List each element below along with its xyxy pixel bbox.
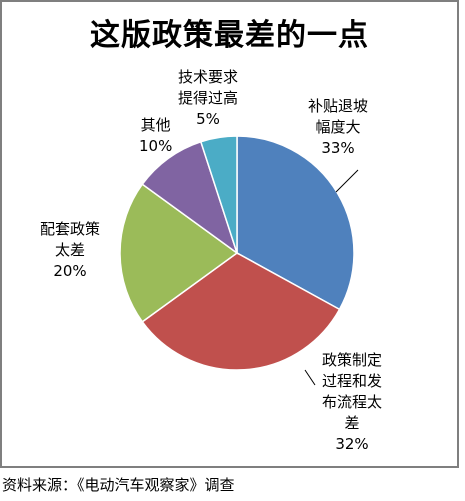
slice-supporting-policy: [119, 183, 239, 323]
slice-label-tech-requirements: 技术要求 提得过高 5%: [178, 68, 239, 128]
slice-tech-requirements: [199, 135, 238, 254]
slice-label-policy-process: 政策制定 过程和发 布流程太 差 32%: [322, 351, 383, 453]
slice-subsidy-decline: [236, 135, 355, 311]
slice-label-subsidy-decline: 补贴退坡 幅度大 33%: [308, 97, 369, 157]
leader-line-subsidy-decline: [335, 169, 359, 193]
slice-label-supporting-policy: 配套政策 太差 20%: [40, 220, 101, 280]
slice-other: [141, 140, 239, 255]
leader-line-policy-process: [304, 369, 316, 386]
slice-label-other: 其他 10%: [139, 116, 173, 155]
slice-policy-process: [141, 252, 341, 371]
data-source-note: 资料来源：《电动汽车观察家》调查: [2, 476, 235, 494]
chart-title: 这版政策最差的一点: [90, 18, 369, 53]
pie-chart: [119, 135, 359, 386]
